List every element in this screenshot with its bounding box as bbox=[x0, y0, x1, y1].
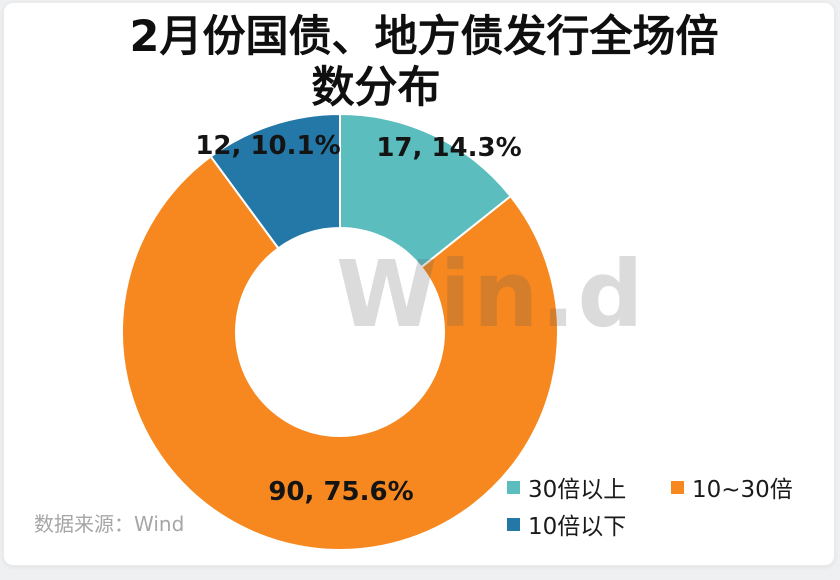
donut-slice-2 bbox=[209, 113, 341, 250]
legend-item-over-30x: 30倍以上 bbox=[507, 470, 626, 504]
legend-label-10-to-30x: 10~30倍 bbox=[692, 477, 793, 503]
data-label-under-10x: 12, 10.1% bbox=[195, 131, 341, 161]
legend-swatch-teal-icon bbox=[507, 480, 520, 494]
legend-label-over-30x: 30倍以上 bbox=[528, 477, 627, 503]
legend-item-under-10x: 10倍以下 bbox=[507, 507, 626, 541]
legend-label-under-10x: 10倍以下 bbox=[528, 514, 627, 540]
donut-slice-1 bbox=[121, 155, 559, 551]
chart-title-line2: 数分布 bbox=[311, 63, 441, 113]
data-label-10-to-30x: 90, 75.6% bbox=[268, 477, 414, 507]
legend-item-10-to-30x: 10~30倍 bbox=[671, 470, 793, 504]
legend-swatch-blue-icon bbox=[507, 517, 520, 531]
legend-swatch-orange-icon bbox=[671, 480, 684, 494]
data-source-caption: 数据来源：Wind bbox=[34, 512, 185, 536]
chart-title-line1: 2月份国债、地方债发行全场倍 bbox=[129, 12, 719, 62]
data-label-over-30x: 17, 14.3% bbox=[376, 133, 522, 163]
